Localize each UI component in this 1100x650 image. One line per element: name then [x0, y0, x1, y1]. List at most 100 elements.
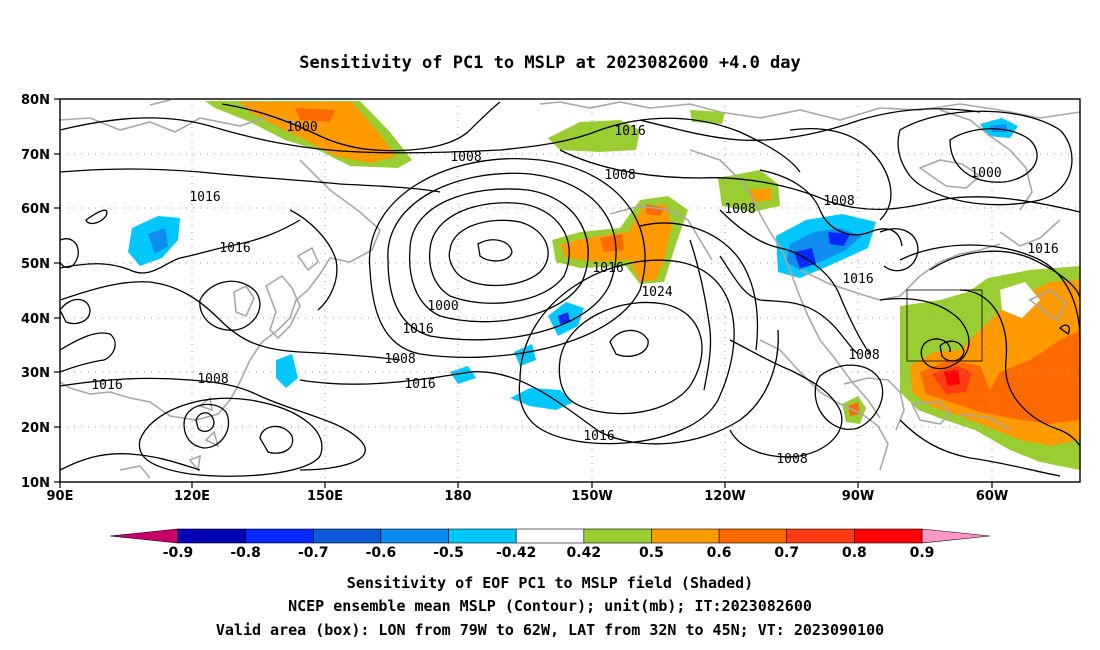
- contour-asia-5: [60, 238, 79, 268]
- contour-label: 1000: [427, 299, 458, 314]
- colorbar-cell: [312, 528, 382, 544]
- contour-north-4: [559, 149, 1080, 213]
- contour-namerica-2: [759, 169, 903, 247]
- colorbar-label: 0.7: [774, 545, 799, 561]
- contour-label: 1016: [402, 322, 433, 337]
- contour-asia-4: [85, 209, 108, 225]
- valid-area-box: [906, 289, 983, 362]
- shade-positive-arctic-asia-max: [295, 108, 335, 122]
- lon-tick-label: 60W: [976, 489, 1008, 504]
- shade-positive-bering: [548, 120, 640, 152]
- colorbar-cell: [718, 528, 788, 544]
- lat-tick-label: 30N: [21, 366, 50, 381]
- contour-namerica-5: [814, 364, 884, 430]
- contour-atlantic-4: [899, 244, 1080, 341]
- contour-label: 1016: [91, 378, 122, 393]
- contour-label: 1008: [823, 194, 854, 209]
- contour-greenland-low: [949, 128, 1038, 183]
- contour-label: 1008: [384, 352, 415, 367]
- lon-tick-label: 90W: [842, 489, 874, 504]
- contour-asia-2: [60, 219, 301, 274]
- lon-tick-label: 150E: [307, 489, 343, 504]
- colorbar-label: -0.8: [230, 545, 261, 561]
- contour-label: 1024: [641, 285, 672, 300]
- contour-label: 1016: [592, 261, 623, 276]
- colorbar-label: -0.9: [163, 545, 194, 561]
- contour-atlantic-7: [1059, 324, 1070, 335]
- contour-label: 1016: [583, 429, 614, 444]
- footer-line-3: Valid area (box): LON from 79W to 62W, L…: [216, 621, 884, 639]
- lat-tick-label: 20N: [21, 421, 50, 436]
- contour-label: 1008: [724, 202, 755, 217]
- footer-line-2: NCEP ensemble mean MSLP (Contour); unit(…: [288, 597, 812, 615]
- contour-north-2: [60, 168, 441, 193]
- contour-pacific-high-4: [299, 329, 779, 445]
- colorbar-label: 0.6: [707, 545, 732, 561]
- colorbar-label: 0.42: [567, 545, 602, 561]
- mslp-contours: [60, 101, 1080, 477]
- lat-tick-label: 40N: [21, 312, 50, 327]
- lat-tick-label: 10N: [21, 476, 50, 491]
- contour-namerica-3: [719, 255, 859, 355]
- contour-north-1: [60, 117, 801, 173]
- contour-label: 1016: [404, 377, 435, 392]
- lon-tick-label: 150W: [571, 489, 612, 504]
- contour-atlantic-5: [959, 289, 1080, 447]
- contour-philippine-2: [183, 403, 230, 449]
- contour-namerica-1: [719, 209, 871, 355]
- map-background: [60, 99, 1080, 482]
- shade-negative-pacific-3: [510, 388, 574, 410]
- contour-philippine-4: [138, 397, 323, 477]
- contour-label: 1016: [1027, 242, 1058, 257]
- contour-label: 1008: [450, 150, 481, 165]
- lon-tick-label: 120W: [704, 489, 745, 504]
- colorbar-over-arrow: [921, 528, 991, 544]
- contour-philippine-3: [259, 425, 294, 454]
- contour-asia-6: [199, 280, 261, 331]
- contour-asia-west-2: [60, 298, 91, 325]
- colorbar-cell: [583, 528, 652, 544]
- contour-pacific-high-3: [518, 259, 735, 445]
- shade-negative-pacific-2: [514, 344, 536, 366]
- contour-aleutian-low-1: [477, 239, 513, 262]
- contour-east-pac-1: [689, 239, 712, 391]
- contour-label: 1016: [842, 272, 873, 287]
- colorbar-cell: [177, 528, 246, 544]
- lon-tick-label: 90E: [47, 489, 74, 504]
- contour-asia-west: [60, 332, 116, 373]
- contour-label: 1016: [189, 190, 220, 205]
- coastlines: [60, 99, 1080, 479]
- contour-atlantic-6: [899, 419, 1061, 477]
- contour-greenland-outer: [897, 110, 1073, 206]
- colorbar-cell: [786, 528, 855, 544]
- contour-pacific-high-2: [558, 301, 703, 415]
- contour-atlantic-1: [929, 250, 1080, 301]
- colorbar-under-arrow: [109, 528, 179, 544]
- contour-namerica-4: [729, 339, 843, 458]
- contour-aleutian-low-3: [428, 202, 570, 304]
- contour-arctic-canada: [789, 127, 892, 221]
- colorbar-cell: [245, 528, 314, 544]
- contour-scs: [60, 453, 201, 471]
- contour-hudson: [879, 228, 919, 272]
- shade-positive-gulf-alaska-max: [600, 204, 664, 252]
- lat-tick-labels: 80N 70N 60N 50N 40N 30N 20N 10N: [21, 93, 50, 491]
- contour-aleutian-low-6: [368, 158, 646, 358]
- lon-tick-label: 180: [444, 489, 471, 504]
- colorbar-label: 0.9: [910, 545, 935, 561]
- map-frame: [59, 98, 1081, 483]
- shade-positive-atlantic-max: [944, 370, 960, 386]
- lon-tick-label: 120E: [174, 489, 210, 504]
- contour-atlantic-2: [879, 297, 970, 370]
- contour-label: 1016: [219, 241, 250, 256]
- contour-label: 1008: [604, 168, 635, 183]
- sensitivity-shading: [128, 101, 1080, 470]
- contour-label: 1000: [970, 166, 1001, 181]
- lon-tick-labels: 90E 120E 150E 180 150W 120W 90W 60W: [47, 489, 1009, 504]
- colorbar-label: 0.5: [639, 545, 664, 561]
- colorbar-cell: [515, 528, 585, 544]
- lat-tick-label: 80N: [21, 93, 50, 108]
- shade-negative-east-asia-core: [148, 228, 168, 254]
- contour-japan: [289, 209, 338, 311]
- colorbar-cell: [854, 528, 923, 544]
